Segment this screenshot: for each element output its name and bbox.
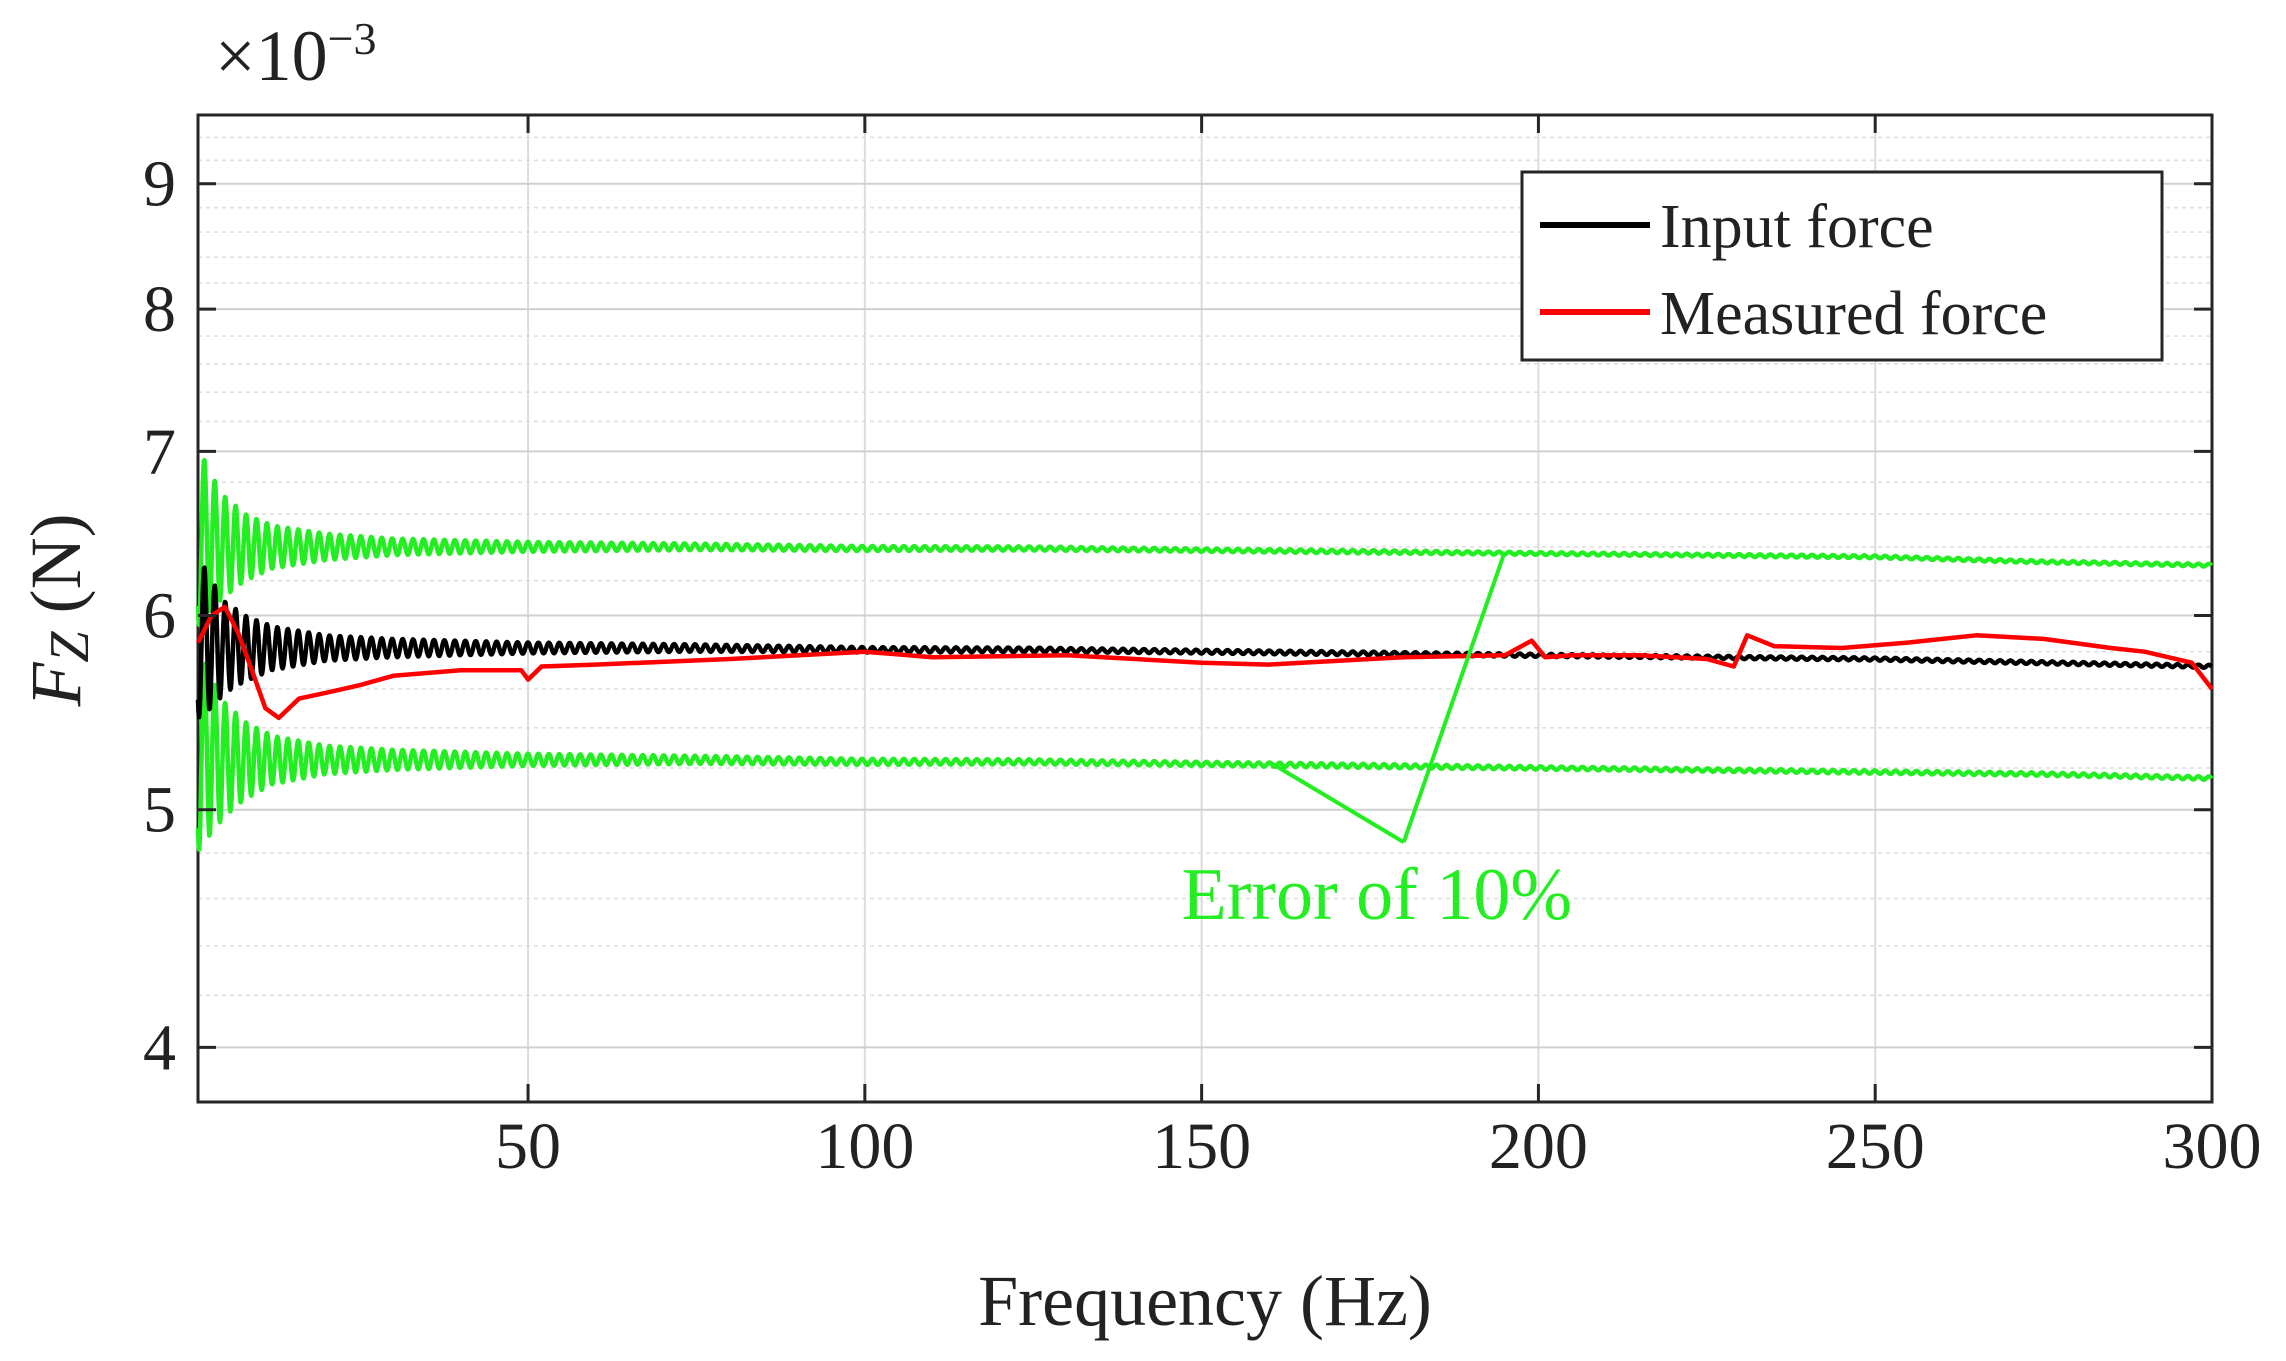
series-measured-force — [195, 604, 2214, 721]
annotation-error-label: Error of 10% — [1182, 854, 1572, 936]
y-axis: 4 5 6 7 8 9 — [143, 148, 2212, 1084]
annotation-pointer — [1267, 760, 1405, 844]
x-tick-label: 50 — [495, 1110, 561, 1183]
y-tick-label: 6 — [143, 580, 176, 653]
series-layer — [195, 457, 2214, 852]
x-tick-label: 300 — [2163, 1110, 2262, 1183]
series-upper-error-bound-10 — [195, 457, 2214, 628]
series-lower-error-bound-10 — [195, 662, 2214, 852]
y-tick-label: 4 — [143, 1011, 176, 1084]
legend-box — [1520, 170, 2164, 362]
y-tick-label: 7 — [143, 415, 176, 488]
annotation: Error of 10% — [1182, 551, 1572, 936]
y-tick-label: 8 — [143, 273, 176, 346]
x-axis-label: Frequency (Hz) — [978, 1261, 1432, 1341]
exponent-power: −3 — [328, 13, 377, 64]
series-input-force — [195, 565, 2214, 720]
x-tick-label: 250 — [1826, 1110, 1925, 1183]
y-axis-label-unit: (N) — [16, 513, 96, 631]
y-axis-label: FZ (N) — [16, 513, 101, 707]
x-tick-label: 200 — [1489, 1110, 1588, 1183]
x-tick-label: 100 — [815, 1110, 914, 1183]
x-tick-label: 150 — [1152, 1110, 1251, 1183]
y-axis-label-symbol: F — [16, 662, 96, 708]
y-tick-label: 5 — [143, 774, 176, 847]
legend: Input force Measured force — [1520, 170, 2164, 362]
legend-label-measured-force: Measured force — [1660, 280, 2047, 348]
y-axis-label-subscript: Z — [39, 631, 101, 663]
y-tick-label: 9 — [143, 148, 176, 221]
legend-label-input-force: Input force — [1660, 193, 1934, 261]
exponent-label: ×10−3 — [215, 13, 377, 96]
exponent-base: ×10 — [215, 16, 328, 96]
x-axis: 50 100 150 200 250 300 — [495, 115, 2262, 1183]
annotation-pointer — [1401, 551, 1507, 843]
